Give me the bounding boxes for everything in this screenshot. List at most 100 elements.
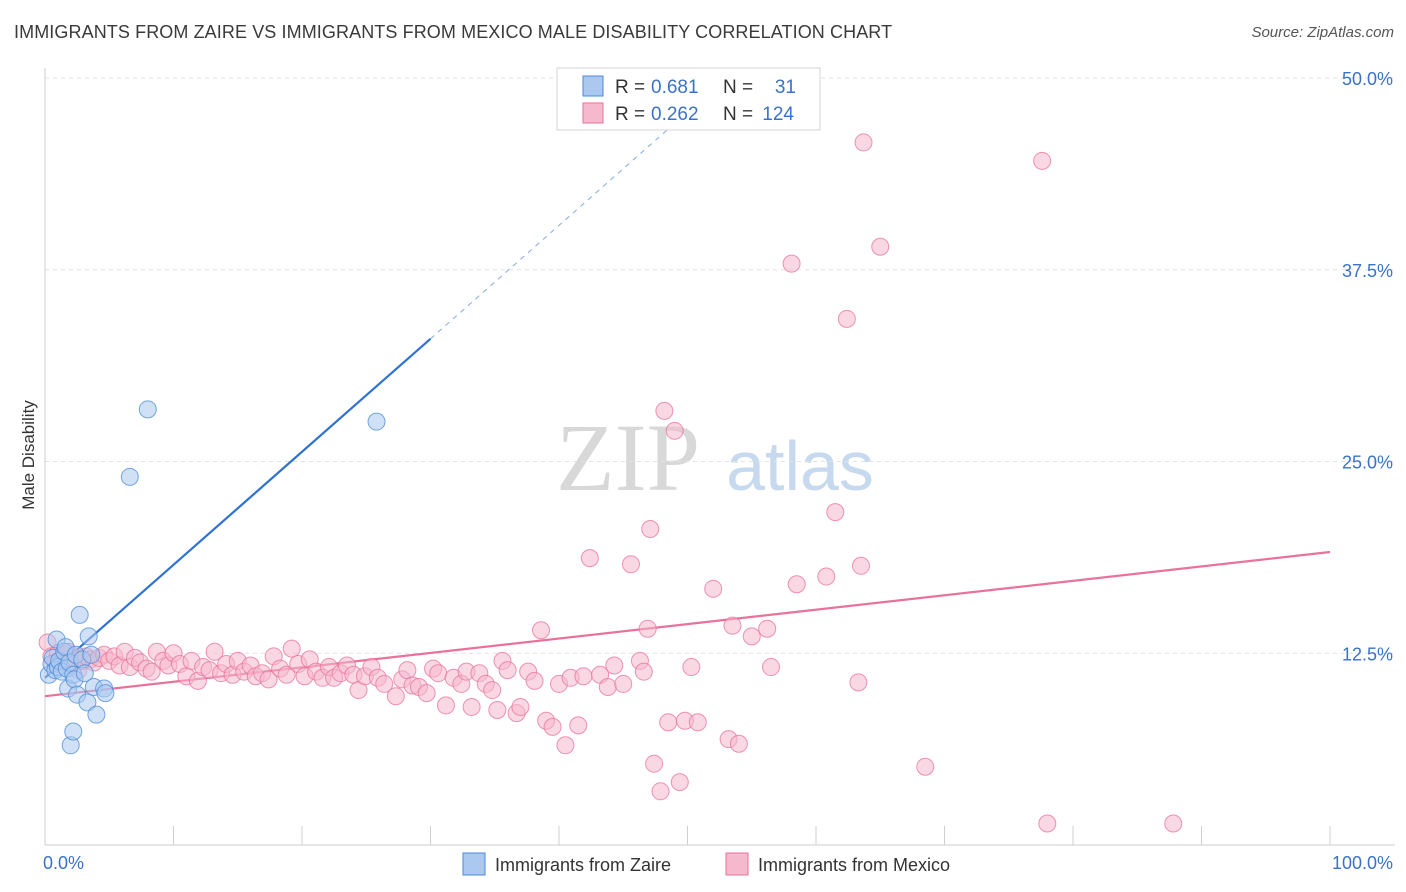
point-zaire bbox=[120, 467, 139, 486]
point-mexico bbox=[436, 696, 455, 715]
point-mexico bbox=[605, 656, 624, 675]
point-mexico bbox=[525, 671, 544, 690]
y-axis-title: Male Disability bbox=[19, 400, 38, 510]
chart-title: IMMIGRANTS FROM ZAIRE VS IMMIGRANTS FROM… bbox=[14, 22, 893, 42]
point-mexico bbox=[729, 734, 748, 753]
point-mexico bbox=[723, 616, 742, 635]
point-zaire bbox=[64, 722, 83, 741]
x-tick-label: 100.0% bbox=[1332, 853, 1393, 873]
point-mexico bbox=[762, 658, 781, 677]
point-mexico bbox=[871, 237, 890, 256]
bottom-legend-swatch-zaire bbox=[462, 852, 486, 876]
trendlines bbox=[44, 77, 1331, 698]
point-zaire bbox=[96, 684, 115, 703]
point-zaire bbox=[79, 627, 98, 646]
point-zaire bbox=[70, 605, 89, 624]
legend-r-label-mexico: R = bbox=[615, 104, 645, 125]
watermark-atlas: atlas bbox=[726, 427, 874, 505]
point-mexico bbox=[849, 673, 868, 692]
legend-swatch-zaire bbox=[582, 75, 604, 97]
point-mexico bbox=[916, 757, 935, 776]
point-mexico bbox=[417, 684, 436, 703]
point-mexico bbox=[282, 639, 301, 658]
x-tick-label: 0.0% bbox=[43, 853, 84, 873]
tick-labels: 12.5% 25.0% 37.5% 50.0% 0.0% 100.0% bbox=[43, 69, 1393, 873]
point-mexico bbox=[498, 661, 517, 680]
point-mexico bbox=[704, 579, 723, 598]
point-mexico bbox=[651, 782, 670, 801]
data-points bbox=[38, 133, 1183, 833]
point-mexico bbox=[655, 401, 674, 420]
point-zaire bbox=[75, 664, 94, 683]
point-mexico bbox=[556, 736, 575, 755]
point-zaire bbox=[82, 645, 101, 664]
point-zaire bbox=[78, 693, 97, 712]
point-mexico bbox=[787, 575, 806, 594]
point-mexico bbox=[659, 713, 678, 732]
point-mexico bbox=[259, 670, 278, 689]
point-mexico bbox=[398, 661, 417, 680]
point-mexico bbox=[837, 309, 856, 328]
point-mexico bbox=[1164, 814, 1183, 833]
point-zaire bbox=[138, 400, 157, 419]
legend-n-value-zaire: 31 bbox=[775, 77, 796, 98]
point-mexico bbox=[826, 503, 845, 522]
legend-n-label-mexico: N = bbox=[723, 104, 753, 125]
point-mexico bbox=[688, 713, 707, 732]
point-mexico bbox=[580, 549, 599, 568]
legend-n-value-mexico: 124 bbox=[762, 104, 794, 125]
bottom-legend-swatch-mexico bbox=[725, 852, 749, 876]
point-mexico bbox=[488, 701, 507, 720]
y-tick-label: 50.0% bbox=[1342, 69, 1393, 89]
point-mexico bbox=[817, 567, 836, 586]
bottom-legend-label-mexico: Immigrants from Mexico bbox=[758, 855, 950, 875]
point-mexico bbox=[483, 681, 502, 700]
point-mexico bbox=[1038, 814, 1057, 833]
point-mexico bbox=[462, 697, 481, 716]
legend-box: R = 0.681 N = 31 R = 0.262 N = 124 bbox=[556, 67, 821, 131]
point-mexico bbox=[543, 717, 562, 736]
watermark-zip: ZIP bbox=[556, 404, 700, 511]
point-mexico bbox=[854, 133, 873, 152]
point-mexico bbox=[782, 254, 801, 273]
point-mexico bbox=[1033, 151, 1052, 170]
point-mexico bbox=[532, 621, 551, 640]
legend-r-label-zaire: R = bbox=[615, 77, 645, 98]
point-mexico bbox=[742, 627, 761, 646]
legend-r-value-mexico: 0.262 bbox=[651, 104, 699, 125]
point-mexico bbox=[682, 658, 701, 677]
axes bbox=[44, 68, 1395, 846]
bottom-legend: Immigrants from Zaire Immigrants from Me… bbox=[462, 852, 950, 876]
point-zaire bbox=[87, 705, 106, 724]
point-mexico bbox=[645, 754, 664, 773]
point-mexico bbox=[851, 556, 870, 575]
point-mexico bbox=[621, 555, 640, 574]
point-mexico bbox=[205, 642, 224, 661]
point-mexico bbox=[574, 667, 593, 686]
legend-swatch-mexico bbox=[582, 102, 604, 124]
trendline-zaire bbox=[44, 337, 432, 679]
point-mexico bbox=[614, 674, 633, 693]
y-tick-label: 12.5% bbox=[1342, 644, 1393, 664]
point-mexico bbox=[665, 421, 684, 440]
bottom-legend-label-zaire: Immigrants from Zaire bbox=[495, 855, 671, 875]
point-mexico bbox=[641, 519, 660, 538]
point-mexico bbox=[758, 619, 777, 638]
point-mexico bbox=[429, 664, 448, 683]
point-mexico bbox=[638, 619, 657, 638]
legend-r-value-zaire: 0.681 bbox=[651, 77, 699, 98]
point-mexico bbox=[598, 677, 617, 696]
y-tick-label: 25.0% bbox=[1342, 453, 1393, 473]
source-label: Source: ZipAtlas.com bbox=[1251, 24, 1394, 41]
y-tick-label: 37.5% bbox=[1342, 261, 1393, 281]
point-mexico bbox=[569, 716, 588, 735]
point-mexico bbox=[511, 697, 530, 716]
point-mexico bbox=[670, 773, 689, 792]
point-zaire bbox=[367, 412, 386, 431]
point-mexico bbox=[634, 662, 653, 681]
point-mexico bbox=[386, 687, 405, 706]
point-mexico bbox=[375, 674, 394, 693]
point-mexico bbox=[142, 662, 161, 681]
point-mexico bbox=[277, 665, 296, 684]
